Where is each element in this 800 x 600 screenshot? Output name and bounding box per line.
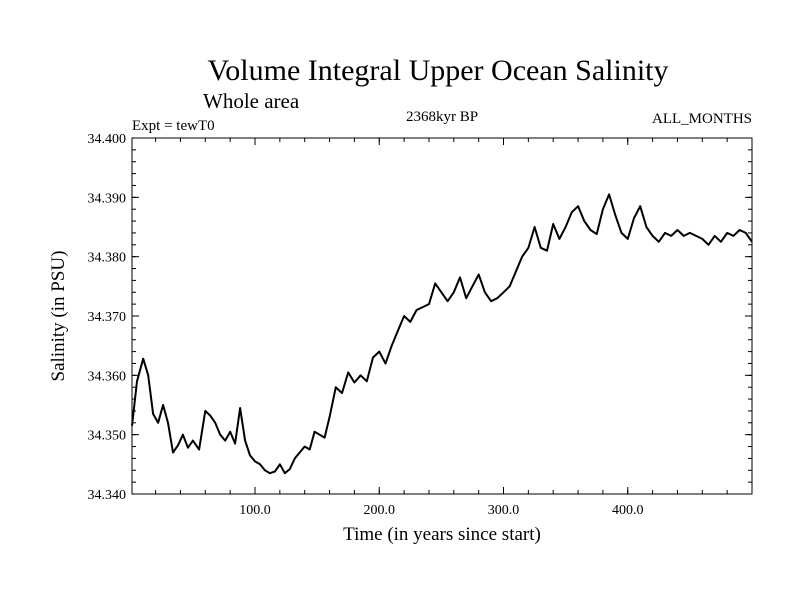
y-tick-label: 34.400 (88, 132, 127, 147)
x-tick-label: 300.0 (488, 503, 520, 518)
y-tick-label: 34.340 (88, 488, 127, 503)
experiment-label: Expt = tewT0 (132, 118, 215, 134)
x-axis: 100.0 200.0 300.0 400.0 (155, 138, 753, 518)
y-tick-label: 34.350 (88, 429, 127, 444)
x-tick-label: 100.0 (239, 503, 271, 518)
x-tick-label: 400.0 (612, 503, 644, 518)
y-tick-label: 34.370 (88, 310, 127, 325)
series-group (131, 193, 753, 475)
period-label: 2368kyr BP (406, 109, 478, 125)
series-line-salinity (131, 193, 753, 475)
months-label: ALL_MONTHS (652, 111, 752, 127)
y-tick-label: 34.390 (88, 191, 127, 206)
y-tick-label: 34.380 (88, 251, 127, 266)
chart-title: Volume Integral Upper Ocean Salinity (208, 54, 669, 87)
y-tick-label: 34.360 (88, 369, 127, 384)
x-tick-label: 200.0 (364, 503, 396, 518)
x-axis-label: Time (in years since start) (343, 524, 541, 545)
y-axis: 34.340 34.350 34.360 34.370 34.380 34.390 34.4… (88, 132, 752, 503)
y-axis-label: Salinity (in PSU) (48, 251, 69, 382)
chart-subtitle: Whole area (203, 89, 300, 113)
